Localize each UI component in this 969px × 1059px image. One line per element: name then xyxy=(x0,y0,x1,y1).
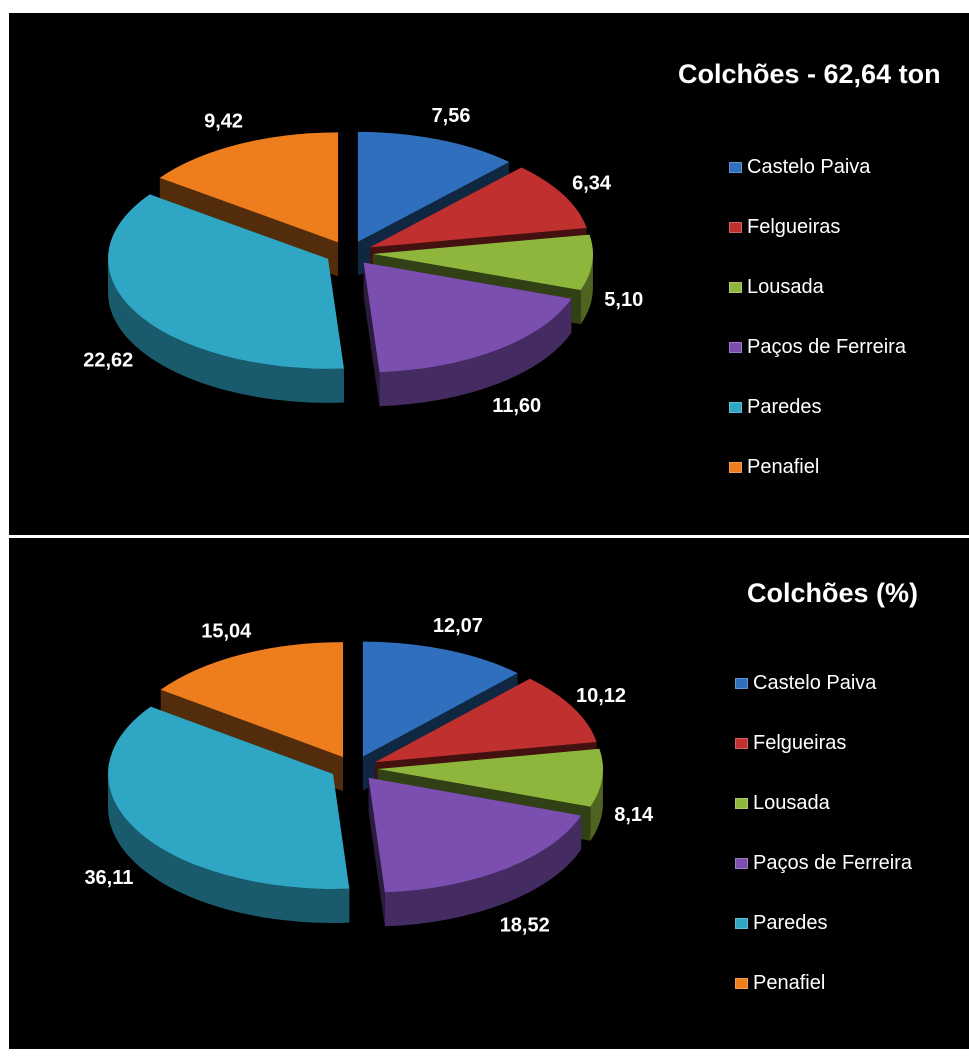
legend-swatch xyxy=(729,401,742,413)
legend-swatch xyxy=(729,221,742,233)
slice-top-face xyxy=(108,706,350,889)
pie-chart-tonnes: 7,56 6,34 5,10 11,60 22,62 9,42 xyxy=(83,105,643,417)
data-label-penafiel: 9,42 xyxy=(204,110,243,132)
chart-legend: Castelo Paiva Felgueiras Lousada Paços d… xyxy=(735,653,912,1013)
pie-slice-paredes xyxy=(108,706,350,923)
legend-item-castelo-paiva: Castelo Paiva xyxy=(735,653,912,713)
slice-rim xyxy=(590,768,603,841)
legend-label: Paredes xyxy=(753,911,828,934)
pie-slice-pacos-de-ferreira xyxy=(368,777,582,927)
slice-top-face xyxy=(160,642,344,758)
slice-top-face xyxy=(370,167,587,248)
legend-item-paredes: Paredes xyxy=(735,893,912,953)
data-label-pacos-de-ferreira: 18,52 xyxy=(500,914,550,936)
legend-swatch xyxy=(729,461,742,473)
slice-top-face xyxy=(377,748,603,807)
legend-item-penafiel: Penafiel xyxy=(735,953,912,1013)
slice-rim xyxy=(384,815,582,927)
data-label-felgueiras: 6,34 xyxy=(572,172,612,194)
legend-swatch xyxy=(729,161,742,173)
legend-item-lousada: Lousada xyxy=(735,773,912,833)
legend-item-castelo-paiva: Castelo Paiva xyxy=(729,137,906,197)
slice-rim xyxy=(108,258,344,403)
legend-label: Castelo Paiva xyxy=(753,671,877,694)
data-label-castelo-paiva: 7,56 xyxy=(432,105,471,127)
data-label-felgueiras: 10,12 xyxy=(576,685,626,707)
data-label-paredes: 22,62 xyxy=(83,349,133,371)
pie-slice-paredes xyxy=(108,194,344,403)
data-label-penafiel: 15,04 xyxy=(201,621,252,643)
slice-top-face xyxy=(108,194,344,369)
legend-swatch xyxy=(735,677,748,689)
data-label-castelo-paiva: 12,07 xyxy=(433,615,483,637)
legend-swatch xyxy=(735,917,748,929)
chart-legend: Castelo Paiva Felgueiras Lousada Paços d… xyxy=(729,137,906,497)
legend-label: Lousada xyxy=(753,791,830,814)
chart-panel-percent: 12,07 10,12 8,14 18,52 36,11 15,04 Colchões (… xyxy=(9,538,969,1049)
slice-rim xyxy=(108,773,350,923)
slice-top-face xyxy=(357,131,510,242)
slice-top-face xyxy=(368,777,582,893)
slice-side-wall xyxy=(368,777,385,927)
legend-label: Penafiel xyxy=(747,455,820,478)
legend-swatch xyxy=(735,977,748,989)
slice-rim xyxy=(379,298,572,407)
legend-label: Lousada xyxy=(747,275,824,298)
slice-top-face xyxy=(375,678,597,763)
chart-title: Colchões (%) xyxy=(747,578,919,608)
legend-label: Felgueiras xyxy=(753,731,847,754)
legend-label: Penafiel xyxy=(753,971,826,994)
legend-swatch xyxy=(735,857,748,869)
chart-title: Colchões - 62,64 ton xyxy=(678,59,941,89)
slice-top-face xyxy=(362,641,518,757)
data-label-pacos-de-ferreira: 11,60 xyxy=(492,395,541,417)
chart-panel-tonnes: 7,56 6,34 5,10 11,60 22,62 9,42 Colchões - 62… xyxy=(9,13,969,535)
slice-side-wall xyxy=(363,262,380,407)
legend-swatch xyxy=(735,797,748,809)
legend-item-penafiel: Penafiel xyxy=(729,437,906,497)
legend-label: Castelo Paiva xyxy=(747,155,871,178)
data-label-paredes: 36,11 xyxy=(84,867,133,889)
legend-item-felgueiras: Felgueiras xyxy=(729,197,906,257)
legend-label: Paços de Ferreira xyxy=(753,851,912,874)
legend-item-felgueiras: Felgueiras xyxy=(735,713,912,773)
legend-swatch xyxy=(735,737,748,749)
slice-rim xyxy=(580,253,593,325)
slice-top-face xyxy=(159,132,339,243)
data-label-lousada: 5,10 xyxy=(604,289,643,311)
data-label-lousada: 8,14 xyxy=(614,804,654,826)
legend-swatch xyxy=(729,341,742,353)
pie-chart-percent: 12,07 10,12 8,14 18,52 36,11 15,04 xyxy=(84,615,654,937)
legend-label: Paços de Ferreira xyxy=(747,335,906,358)
pie-slice-pacos-de-ferreira xyxy=(363,262,572,407)
legend-label: Paredes xyxy=(747,395,822,418)
slice-top-face xyxy=(363,262,572,373)
legend-item-lousada: Lousada xyxy=(729,257,906,317)
legend-item-pacos-de-ferreira: Paços de Ferreira xyxy=(729,317,906,377)
legend-swatch xyxy=(729,281,742,293)
legend-item-pacos-de-ferreira: Paços de Ferreira xyxy=(735,833,912,893)
legend-label: Felgueiras xyxy=(747,215,841,238)
slice-top-face xyxy=(372,234,593,291)
legend-item-paredes: Paredes xyxy=(729,377,906,437)
